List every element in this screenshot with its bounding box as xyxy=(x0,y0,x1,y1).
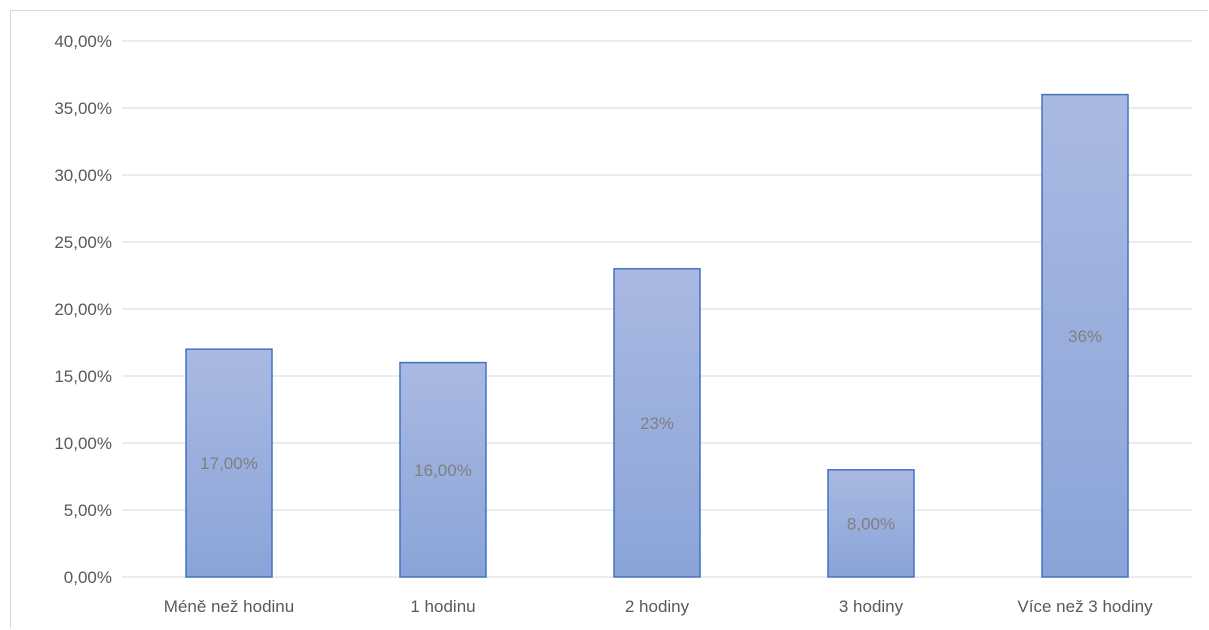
bar xyxy=(613,268,701,578)
data-label: 36% xyxy=(1068,327,1102,346)
bar xyxy=(399,361,487,578)
bar xyxy=(827,469,915,578)
y-tick-label: 15,00% xyxy=(54,367,112,386)
x-category-label: 3 hodiny xyxy=(839,597,904,616)
bars xyxy=(185,93,1129,578)
y-axis-tick-labels: 0,00% 5,00% 10,00% 15,00% 20,00% 25,00% 30,00%… xyxy=(54,32,112,587)
x-category-label: 2 hodiny xyxy=(625,597,690,616)
data-label: 16,00% xyxy=(414,461,472,480)
data-label: 23% xyxy=(640,414,674,433)
bar xyxy=(1041,93,1129,578)
data-label: 17,00% xyxy=(200,454,258,473)
y-tick-label: 25,00% xyxy=(54,233,112,252)
y-tick-label: 35,00% xyxy=(54,99,112,118)
y-tick-label: 20,00% xyxy=(54,300,112,319)
y-tick-label: 40,00% xyxy=(54,32,112,51)
data-labels: 17,00% 16,00% 23% 8,00% 36% xyxy=(200,327,1102,534)
y-tick-label: 10,00% xyxy=(54,434,112,453)
y-tick-label: 0,00% xyxy=(64,568,112,587)
data-label: 8,00% xyxy=(847,514,895,533)
x-category-label: Méně než hodinu xyxy=(164,597,294,616)
x-category-label: 1 hodinu xyxy=(410,597,475,616)
y-tick-label: 5,00% xyxy=(64,501,112,520)
x-axis-category-labels: Méně než hodinu 1 hodinu 2 hodiny 3 hodiny V… xyxy=(164,597,1153,616)
x-category-label: Více než 3 hodiny xyxy=(1017,597,1153,616)
y-tick-label: 30,00% xyxy=(54,166,112,185)
bar xyxy=(185,348,273,578)
